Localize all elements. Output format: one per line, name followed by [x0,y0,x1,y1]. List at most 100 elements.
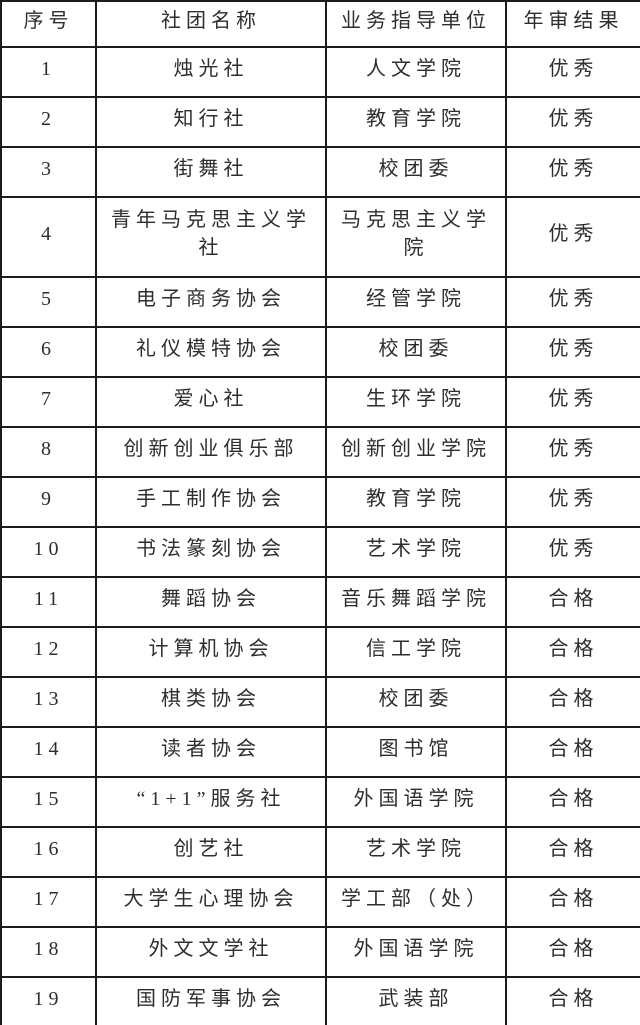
cell-review-result: 合格 [505,876,640,928]
cell-index: 14 [0,726,97,778]
cell-index: 7 [0,376,97,428]
cell-club-name: 棋类协会 [95,676,327,728]
table-row: 16 创艺社 艺术学院 合格 [0,826,640,878]
cell-review-result: 优秀 [505,476,640,528]
cell-club-name: 青年马克思主义学 社 [95,196,327,278]
cell-index: 6 [0,326,97,378]
cell-guidance-unit: 教育学院 [325,96,507,148]
cell-guidance-unit: 马克思主义学 院 [325,196,507,278]
cell-guidance-unit: 生环学院 [325,376,507,428]
cell-club-name: 书法篆刻协会 [95,526,327,578]
cell-review-result: 优秀 [505,146,640,198]
cell-index: 9 [0,476,97,528]
cell-index: 3 [0,146,97,198]
cell-guidance-unit: 教育学院 [325,476,507,528]
cell-club-name: 读者协会 [95,726,327,778]
cell-guidance-unit: 学工部（处） [325,876,507,928]
cell-review-result: 合格 [505,776,640,828]
cell-review-result: 优秀 [505,326,640,378]
cell-club-name: 知行社 [95,96,327,148]
cell-review-result: 合格 [505,676,640,728]
cell-review-result: 优秀 [505,526,640,578]
cell-index: 15 [0,776,97,828]
cell-review-result: 优秀 [505,196,640,278]
table-row: 14 读者协会 图书馆 合格 [0,726,640,778]
table-row: 19 国防军事协会 武装部 合格 [0,976,640,1025]
cell-guidance-unit: 艺术学院 [325,826,507,878]
table-row: 1 烛光社 人文学院 优秀 [0,46,640,98]
cell-guidance-unit: 经管学院 [325,276,507,328]
table-row: 4 青年马克思主义学 社 马克思主义学 院 优秀 [0,196,640,278]
cell-club-name: 创艺社 [95,826,327,878]
cell-guidance-unit: 校团委 [325,326,507,378]
cell-club-name: 外文文学社 [95,926,327,978]
cell-review-result: 优秀 [505,426,640,478]
table-row: 2 知行社 教育学院 优秀 [0,96,640,148]
header-index: 序号 [0,0,97,48]
cell-review-result: 合格 [505,976,640,1025]
header-review-result: 年审结果 [505,0,640,48]
header-club-name: 社团名称 [95,0,327,48]
cell-index: 11 [0,576,97,628]
cell-guidance-unit: 音乐舞蹈学院 [325,576,507,628]
cell-club-name: 手工制作协会 [95,476,327,528]
cell-review-result: 合格 [505,626,640,678]
cell-guidance-unit: 武装部 [325,976,507,1025]
table-row: 13 棋类协会 校团委 合格 [0,676,640,728]
table-row: 12 计算机协会 信工学院 合格 [0,626,640,678]
table-row: 6 礼仪模特协会 校团委 优秀 [0,326,640,378]
cell-guidance-unit: 人文学院 [325,46,507,98]
cell-guidance-unit: 外国语学院 [325,776,507,828]
table-row: 7 爱心社 生环学院 优秀 [0,376,640,428]
table-row: 10 书法篆刻协会 艺术学院 优秀 [0,526,640,578]
club-table-body: 1 烛光社 人文学院 优秀 2 知行社 教育学院 优秀 3 街舞社 校团委 优秀… [0,46,640,1025]
cell-index: 1 [0,46,97,98]
header-guidance-unit: 业务指导单位 [325,0,507,48]
cell-guidance-unit: 外国语学院 [325,926,507,978]
cell-review-result: 优秀 [505,276,640,328]
cell-guidance-unit: 校团委 [325,146,507,198]
cell-club-name: 烛光社 [95,46,327,98]
table-row: 15 “1+1”服务社 外国语学院 合格 [0,776,640,828]
cell-guidance-unit: 艺术学院 [325,526,507,578]
header-row: 序号 社团名称 业务指导单位 年审结果 [0,0,640,48]
cell-guidance-unit: 图书馆 [325,726,507,778]
cell-club-name: 电子商务协会 [95,276,327,328]
cell-club-name: 大学生心理协会 [95,876,327,928]
cell-index: 12 [0,626,97,678]
cell-guidance-unit: 校团委 [325,676,507,728]
cell-review-result: 优秀 [505,46,640,98]
cell-club-name: 计算机协会 [95,626,327,678]
cell-club-name: 礼仪模特协会 [95,326,327,378]
cell-index: 10 [0,526,97,578]
cell-club-name: 国防军事协会 [95,976,327,1025]
cell-index: 13 [0,676,97,728]
table-row: 9 手工制作协会 教育学院 优秀 [0,476,640,528]
cell-index: 8 [0,426,97,478]
table-row: 17 大学生心理协会 学工部（处） 合格 [0,876,640,928]
cell-index: 4 [0,196,97,278]
cell-review-result: 合格 [505,926,640,978]
cell-index: 2 [0,96,97,148]
cell-club-name: 爱心社 [95,376,327,428]
cell-club-name: 舞蹈协会 [95,576,327,628]
cell-review-result: 合格 [505,576,640,628]
cell-review-result: 优秀 [505,376,640,428]
table-row: 3 街舞社 校团委 优秀 [0,146,640,198]
cell-index: 19 [0,976,97,1025]
cell-index: 18 [0,926,97,978]
table-row: 18 外文文学社 外国语学院 合格 [0,926,640,978]
cell-club-name: “1+1”服务社 [95,776,327,828]
cell-review-result: 合格 [505,826,640,878]
cell-guidance-unit: 创新创业学院 [325,426,507,478]
cell-club-name: 街舞社 [95,146,327,198]
cell-index: 17 [0,876,97,928]
table-row: 5 电子商务协会 经管学院 优秀 [0,276,640,328]
cell-index: 16 [0,826,97,878]
cell-review-result: 合格 [505,726,640,778]
cell-review-result: 优秀 [505,96,640,148]
cell-club-name: 创新创业俱乐部 [95,426,327,478]
cell-index: 5 [0,276,97,328]
table-row: 11 舞蹈协会 音乐舞蹈学院 合格 [0,576,640,628]
